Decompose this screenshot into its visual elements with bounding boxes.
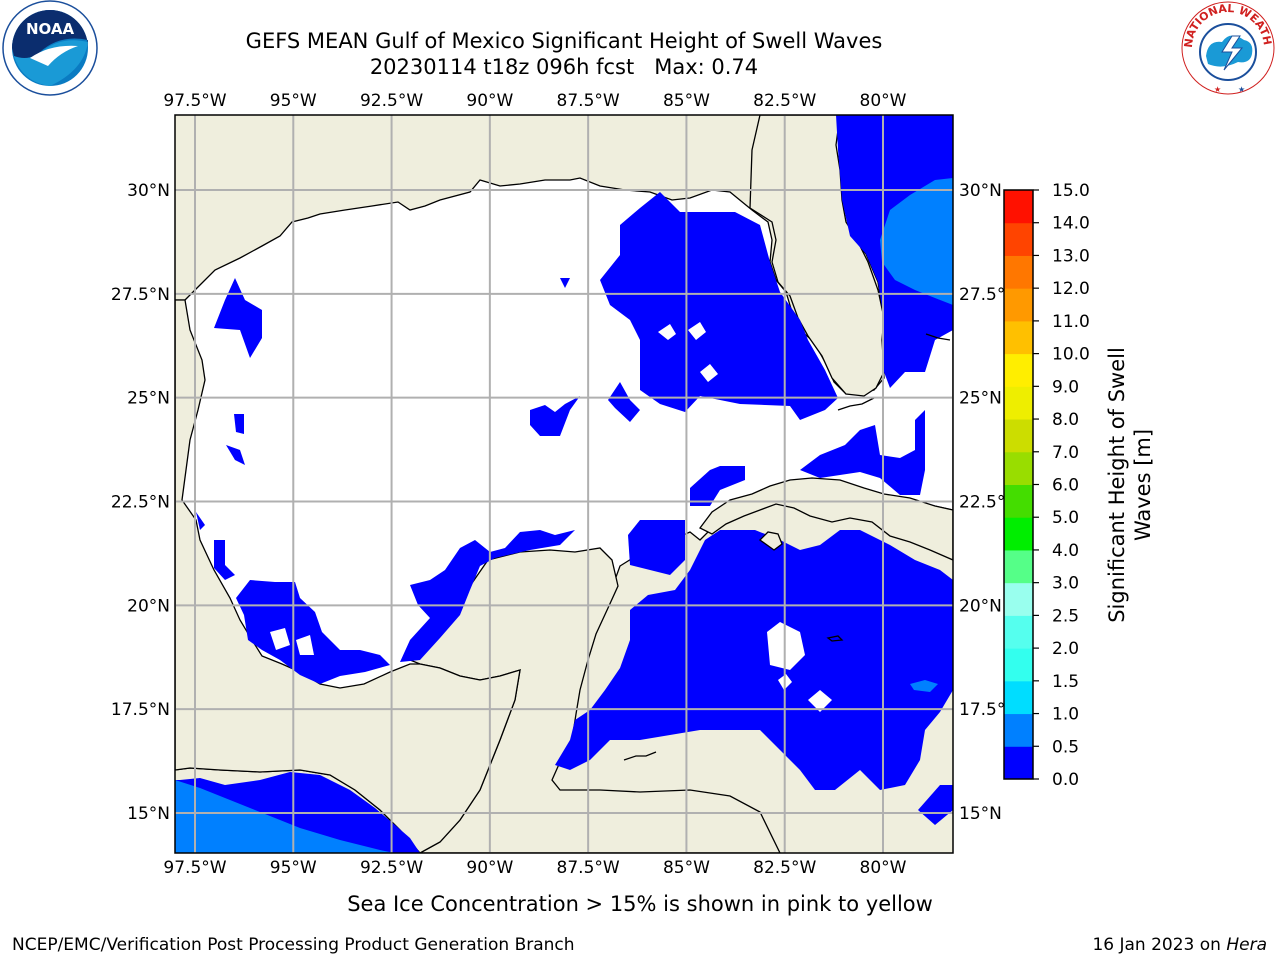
colorbar-tick-label: 13.0 [1052, 246, 1090, 266]
svg-text:★: ★ [1214, 85, 1221, 94]
plot-title-line1: GEFS MEAN Gulf of Mexico Significant Hei… [246, 29, 883, 53]
lat-tick-label: 17.5°N [111, 700, 170, 720]
colorbar-tick-label: 14.0 [1052, 214, 1090, 234]
lat-ticks-left: 30°N 27.5°N 25°N 22.5°N 20°N 17.5°N 15°N [111, 181, 170, 824]
swell-0.5-1.0m [175, 178, 953, 853]
colorbar-tick-label: 15.0 [1052, 181, 1090, 201]
colorbar-tick-label: 5.0 [1052, 508, 1079, 528]
colorbar-tick-label: 2.0 [1052, 639, 1079, 659]
lon-ticks-top: 97.5°W 95°W 92.5°W 90°W 87.5°W 85°W 82.5°W 80°W [163, 91, 906, 111]
colorbar-tick-label: 2.5 [1052, 606, 1079, 626]
colorbar-tick-label: 1.5 [1052, 672, 1079, 692]
colorbar-segment [1004, 353, 1033, 387]
lon-ticks-bottom: 97.5°W 95°W 92.5°W 90°W 87.5°W 85°W 82.5°W 80°W [163, 858, 906, 878]
lat-tick-label: 27.5°N [111, 285, 170, 305]
map-gridlines [175, 115, 953, 853]
lon-tick-label: 85°W [663, 91, 710, 111]
colorbar-segment [1004, 288, 1033, 322]
colorbar-segment [1004, 320, 1033, 355]
colorbar-segment [1004, 255, 1033, 289]
colorbar-segment [1004, 746, 1033, 780]
colorbar [1004, 190, 1033, 780]
lon-tick-label: 92.5°W [360, 858, 423, 878]
map-frame [174, 114, 954, 854]
colorbar-tick-label: 7.0 [1052, 443, 1079, 463]
noaa-logo: NOAA [2, 0, 98, 96]
lon-tick-label: 95°W [270, 91, 317, 111]
colorbar-tick-label: 0.0 [1052, 770, 1079, 790]
colorbar-segment [1004, 419, 1033, 453]
colorbar-tick-label: 10.0 [1052, 345, 1090, 365]
lon-tick-label: 92.5°W [360, 91, 423, 111]
lon-tick-label: 87.5°W [557, 91, 620, 111]
colorbar-tick-label: 4.0 [1052, 541, 1079, 561]
cuba-land [699, 477, 953, 561]
colorbar-segment [1004, 582, 1033, 616]
lat-tick-label: 25°N [959, 389, 1002, 409]
lat-tick-label: 20°N [127, 596, 170, 616]
colorbar-tick-label: 11.0 [1052, 312, 1090, 332]
colorbar-tick-label: 6.0 [1052, 476, 1079, 496]
lat-tick-label: 15°N [959, 804, 1002, 824]
colorbar-tick-label: 9.0 [1052, 377, 1079, 397]
svg-text:★: ★ [1238, 85, 1245, 94]
islands [623, 333, 951, 761]
colorbar-tick-label: 1.0 [1052, 705, 1079, 725]
colorbar-segment [1004, 386, 1033, 420]
colorbar-segment [1004, 615, 1033, 649]
lon-tick-label: 97.5°W [163, 858, 226, 878]
footer-date: 16 Jan 2023 on Hera [1092, 935, 1267, 955]
plot-title-line2: 20230114 t18z 096h fcst Max: 0.74 [370, 55, 758, 79]
footer-date-prefix: 16 Jan 2023 on [1092, 935, 1226, 955]
colorbar-label-line2: Waves [m] [1131, 429, 1155, 541]
lon-tick-label: 90°W [466, 91, 513, 111]
colorbar-tick-label: 12.0 [1052, 279, 1090, 299]
colorbar-label-line1: Significant Height of Swell [1105, 347, 1129, 623]
lat-tick-label: 22.5°N [111, 493, 170, 513]
lon-tick-label: 90°W [466, 858, 513, 878]
lon-tick-label: 85°W [663, 858, 710, 878]
lat-tick-label: 30°N [959, 181, 1002, 201]
noaa-logo-text: NOAA [26, 20, 75, 38]
colorbar-segment [1004, 648, 1033, 682]
swell-holes [270, 322, 832, 712]
colorbar-segment [1004, 549, 1033, 584]
colorbar-segment [1004, 451, 1033, 485]
colorbar-ticks: 0.0 0.5 1.0 1.5 2.0 2.5 3.0 4.0 5.0 6.0 7.0 8.0 9.0 1… [1033, 181, 1090, 790]
lon-tick-label: 95°W [270, 858, 317, 878]
lon-tick-label: 87.5°W [557, 858, 620, 878]
colorbar-segment [1004, 517, 1033, 551]
colorbar-segment [1004, 713, 1033, 747]
colorbar-segment [1004, 484, 1033, 518]
lon-tick-label: 82.5°W [753, 91, 816, 111]
colorbar-label: Significant Height of Swell Waves [m] [1105, 347, 1155, 623]
lat-tick-label: 25°N [127, 389, 170, 409]
lat-tick-label: 20°N [959, 596, 1002, 616]
map-area [175, 115, 953, 853]
lon-tick-label: 82.5°W [753, 858, 816, 878]
footer-host: Hera [1226, 935, 1267, 955]
colorbar-segment [1004, 190, 1033, 224]
sea-ice-note: Sea Ice Concentration > 15% is shown in … [347, 892, 933, 916]
lon-tick-label: 80°W [860, 91, 907, 111]
mexico-land [175, 299, 521, 853]
colorbar-tick-label: 3.0 [1052, 574, 1079, 594]
lon-tick-label: 97.5°W [163, 91, 226, 111]
lat-tick-label: 15°N [127, 804, 170, 824]
colorbar-tick-label: 0.5 [1052, 737, 1079, 757]
footer-branch: NCEP/EMC/Verification Post Processing Pr… [12, 935, 575, 955]
lat-tick-label: 30°N [127, 181, 170, 201]
colorbar-segment [1004, 680, 1033, 715]
colorbar-tick-label: 8.0 [1052, 410, 1079, 430]
colorbar-segment [1004, 222, 1033, 256]
lon-tick-label: 80°W [860, 858, 907, 878]
